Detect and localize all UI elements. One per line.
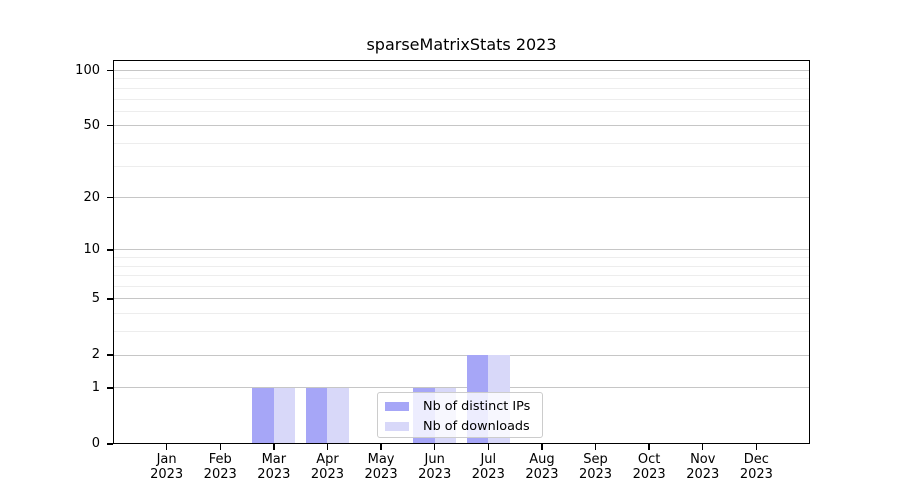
x-tick-year: 2023 (203, 467, 237, 482)
gridline-3 (113, 331, 810, 333)
gridline-2 (113, 354, 810, 356)
y-tick-label-20: 20 (83, 189, 100, 205)
x-tick-month: Sep (583, 452, 608, 467)
x-tick-label-feb: Feb 2023 (188, 452, 252, 482)
x-tick-month: Oct (637, 452, 661, 467)
bar-apr-downloads (327, 387, 349, 444)
gridline-5 (113, 298, 810, 300)
x-tick-month: Nov (690, 452, 716, 467)
x-tick-month: Mar (261, 452, 287, 467)
gridline-7 (113, 275, 810, 277)
legend: Nb of distinct IPs Nb of downloads (377, 392, 543, 438)
x-tick-year: 2023 (525, 467, 559, 482)
x-tick-month: Jul (480, 452, 497, 467)
x-tick-apr (326, 444, 329, 450)
x-tick-nov (702, 444, 704, 450)
y-tick-label-10: 10 (83, 241, 100, 257)
x-tick-month: Jan (156, 452, 177, 467)
x-tick-label-may: May 2023 (349, 452, 413, 482)
gridline-90 (113, 78, 810, 80)
plot-border (113, 60, 810, 444)
legend-item-distinct-ips: Nb of distinct IPs (378, 396, 542, 416)
gridline-60 (113, 110, 810, 112)
gridline-30 (113, 165, 810, 167)
bar-mar-downloads (273, 387, 296, 444)
chart-title: sparseMatrixStats 2023 (366, 35, 557, 54)
x-tick-year: 2023 (632, 467, 666, 482)
gridline-4 (113, 313, 810, 315)
x-tick-jun (433, 444, 436, 450)
gridline-8 (113, 265, 810, 267)
x-tick-month: Aug (529, 452, 555, 467)
legend-label-distinct-ips: Nb of distinct IPs (423, 398, 531, 414)
x-tick-label-oct: Oct 2023 (617, 452, 681, 482)
gridline-9 (113, 257, 810, 259)
y-tick-label-0: 0 (91, 436, 100, 451)
gridline-100 (113, 70, 810, 71)
gridline-6 (113, 286, 810, 288)
gridline-40 (113, 142, 810, 144)
x-tick-label-jun: Jun 2023 (403, 452, 467, 482)
gridline-80 (113, 87, 810, 89)
x-tick-year: 2023 (150, 467, 184, 482)
x-tick-label-apr: Apr 2023 (295, 452, 359, 482)
gridline-70 (113, 98, 810, 100)
legend-item-downloads: Nb of downloads (378, 416, 542, 436)
y-tick-1 (107, 387, 113, 389)
x-tick-label-dec: Dec 2023 (724, 452, 788, 482)
x-tick-month: Apr (316, 452, 339, 467)
x-tick-year: 2023 (310, 467, 344, 482)
x-tick-year: 2023 (418, 467, 452, 482)
legend-label-downloads: Nb of downloads (423, 418, 530, 434)
y-tick-label-2: 2 (91, 347, 100, 363)
x-tick-label-sep: Sep 2023 (564, 452, 628, 482)
y-tick-0 (107, 443, 113, 445)
x-tick-label-jan: Jan 2023 (135, 452, 199, 482)
x-tick-label-nov: Nov 2023 (671, 452, 735, 482)
y-tick-20 (107, 196, 113, 199)
bar-mar-distinct-ips (252, 387, 274, 444)
gridline-50 (113, 125, 810, 127)
gridline-1 (113, 387, 810, 389)
x-tick-year: 2023 (686, 467, 720, 482)
x-tick-year: 2023 (364, 467, 398, 482)
legend-swatch-distinct-ips (385, 401, 409, 411)
x-tick-month: Jun (424, 452, 445, 467)
x-tick-label-jul: Jul 2023 (456, 452, 520, 482)
gridline-10 (113, 249, 810, 251)
y-tick-50 (107, 125, 113, 127)
x-tick-year: 2023 (471, 467, 505, 482)
y-tick-100 (107, 69, 113, 72)
y-tick-2 (107, 354, 113, 356)
x-tick-jan (165, 444, 168, 450)
x-tick-mar (273, 444, 275, 450)
x-tick-dec (755, 444, 758, 450)
x-tick-year: 2023 (578, 467, 613, 482)
x-tick-month: Feb (208, 452, 232, 467)
y-tick-5 (107, 298, 113, 300)
x-tick-may (380, 444, 382, 450)
y-tick-label-1: 1 (91, 379, 100, 395)
x-tick-label-aug: Aug 2023 (510, 452, 574, 482)
x-tick-year: 2023 (257, 467, 291, 482)
y-tick-label-5: 5 (91, 290, 100, 306)
gridline-20 (113, 197, 810, 199)
x-tick-aug (541, 444, 543, 450)
x-tick-oct (648, 444, 650, 450)
bar-apr-distinct-ips (306, 387, 328, 444)
x-tick-year: 2023 (739, 467, 773, 482)
y-tick-label-50: 50 (83, 117, 100, 133)
x-tick-jul (487, 444, 489, 450)
x-tick-month: May (367, 452, 395, 467)
x-tick-month: Dec (743, 452, 769, 467)
x-tick-sep (594, 444, 597, 450)
legend-swatch-downloads (385, 421, 409, 431)
y-tick-label-100: 100 (75, 62, 100, 78)
x-tick-label-mar: Mar 2023 (242, 452, 306, 482)
x-tick-feb (219, 444, 221, 450)
y-tick-10 (107, 249, 113, 251)
